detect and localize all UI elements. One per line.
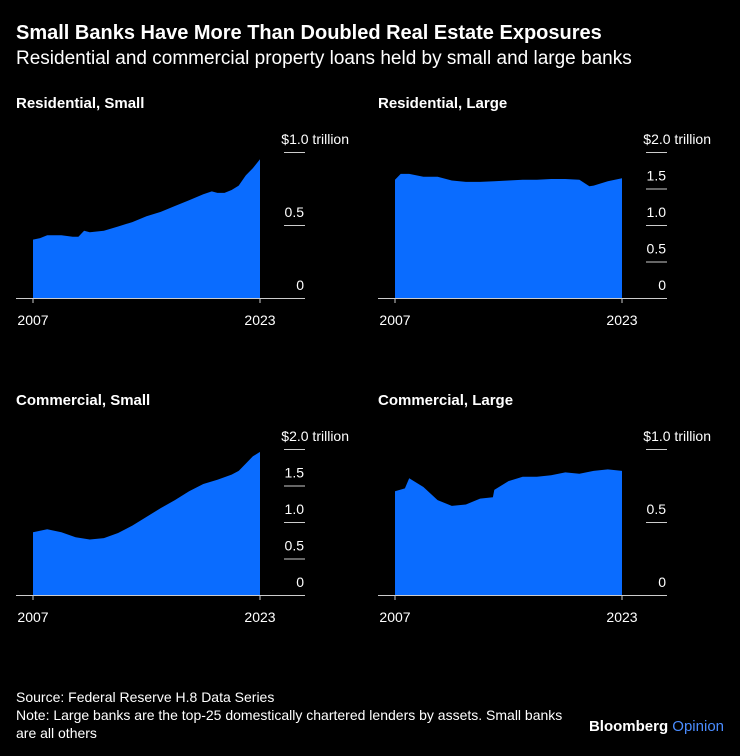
y-tick-label: $2.0 trillion (281, 428, 349, 444)
y-tick-label: 1.0 (647, 204, 667, 220)
y-tick-label: $2.0 trillion (643, 131, 711, 147)
area-series (395, 173, 622, 298)
y-tick-label: 1.5 (647, 168, 667, 184)
panel-title: Commercial, Small (16, 392, 150, 409)
x-tick-label: 2023 (244, 312, 275, 328)
x-tick-label: 2023 (606, 312, 637, 328)
y-tick-label: 0.5 (647, 241, 667, 257)
panel-3: Commercial, Large 2007 2023 0 0.5 $1.0 trilli… (378, 392, 711, 625)
panel-2: Commercial, Small 2007 2023 0 0.5 1.0 1.5 $2.0 … (16, 392, 349, 625)
y-tick-label: 0 (658, 277, 666, 293)
area-series (395, 469, 622, 595)
y-tick-label: 0.5 (647, 501, 667, 517)
chart-title: Small Banks Have More Than Doubled Real … (16, 22, 602, 44)
panel-title: Commercial, Large (378, 392, 513, 409)
y-tick-label: $1.0 trillion (281, 131, 349, 147)
y-tick-label: 0 (658, 574, 666, 590)
y-tick-label: 1.5 (285, 465, 305, 481)
y-tick-label: 0 (296, 277, 304, 293)
footnote: Note: Large banks are the top-25 domesti… (16, 707, 563, 741)
x-tick-label: 2007 (379, 609, 410, 625)
area-series (33, 159, 260, 298)
x-tick-label: 2023 (244, 609, 275, 625)
panel-title: Residential, Small (16, 95, 144, 112)
x-tick-label: 2007 (379, 312, 410, 328)
brand-name: Bloomberg (588, 718, 669, 735)
y-tick-label: 0 (296, 574, 304, 590)
y-tick-label: $1.0 trillion (643, 428, 711, 444)
y-tick-label: 0.5 (285, 538, 305, 554)
chart-subtitle: Residential and commercial property loan… (16, 48, 632, 69)
panel-title: Residential, Large (378, 95, 507, 112)
source-note: Source: Federal Reserve H.8 Data Series (16, 689, 275, 705)
brand-suffix: Opinion (672, 718, 724, 735)
area-series (33, 451, 260, 595)
x-tick-label: 2023 (606, 609, 637, 625)
x-tick-label: 2007 (17, 609, 48, 625)
panel-1: Residential, Large 2007 2023 0 0.5 1.0 1.5 $2.0… (378, 95, 711, 328)
x-tick-label: 2007 (17, 312, 48, 328)
panel-0: Residential, Small 2007 2023 0 0.5 $1.0 trill… (16, 95, 349, 328)
y-tick-label: 1.0 (285, 501, 305, 517)
y-tick-label: 0.5 (285, 204, 305, 220)
brand-logo: Bloomberg Opinion (589, 718, 724, 735)
